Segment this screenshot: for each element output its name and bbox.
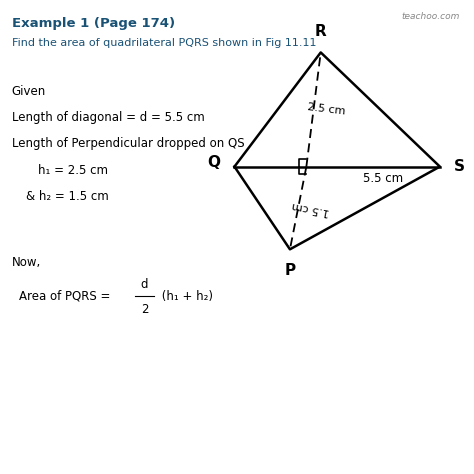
Text: Area of PQRS =: Area of PQRS = [19,290,114,303]
Text: 1.5 cm: 1.5 cm [291,200,330,217]
Text: Q: Q [207,155,220,170]
Text: S: S [454,159,465,174]
Text: 2: 2 [141,302,148,316]
Text: & h₂ = 1.5 cm: & h₂ = 1.5 cm [26,190,109,202]
Text: P: P [284,263,295,278]
Text: d: d [141,278,148,291]
Text: Example 1 (Page 174): Example 1 (Page 174) [12,17,175,29]
Text: 5.5 cm: 5.5 cm [364,172,403,185]
Text: h₁ = 2.5 cm: h₁ = 2.5 cm [38,164,108,176]
Text: Length of diagonal = d = 5.5 cm: Length of diagonal = d = 5.5 cm [12,111,205,124]
Text: 2.5 cm: 2.5 cm [306,102,346,117]
Text: (h₁ + h₂): (h₁ + h₂) [158,290,213,303]
Text: teachoo.com: teachoo.com [401,12,460,21]
Text: Given: Given [12,85,46,98]
Text: Find the area of quadrilateral PQRS shown in Fig 11.11: Find the area of quadrilateral PQRS show… [12,38,316,48]
Text: Now,: Now, [12,256,41,269]
Text: Length of Perpendicular dropped on QS: Length of Perpendicular dropped on QS [12,137,245,150]
Text: R: R [315,24,327,39]
